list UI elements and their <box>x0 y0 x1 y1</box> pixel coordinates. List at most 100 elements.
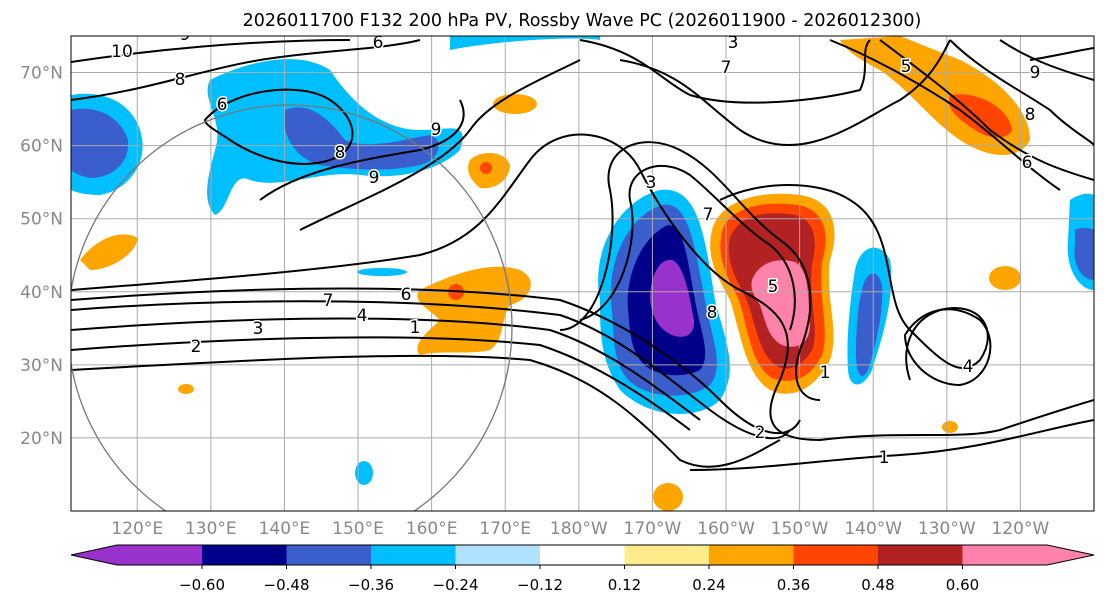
contour-label: 1 <box>879 448 890 468</box>
contour-label: 8 <box>335 143 346 163</box>
plot-area: 10 9 8 6 6 3 7 9 8 9 8 6 3 9 7 6 4 3 2 1 5 7 8 5 1 4 1 2 <box>71 25 1094 511</box>
colorbar-segment <box>709 545 794 565</box>
contour-label: 3 <box>646 173 657 193</box>
positive-anomaly-region <box>653 483 683 511</box>
negative-anomaly-region <box>450 36 600 50</box>
contour-label: 5 <box>768 277 779 297</box>
contour-label: 2 <box>755 423 766 443</box>
contour-label: 3 <box>253 319 264 339</box>
positive-anomaly-region <box>989 266 1021 290</box>
colorbar-outline <box>70 544 1095 566</box>
contour-label: 5 <box>901 57 912 77</box>
contour-line <box>71 133 1094 442</box>
contour-labels: 10 9 8 6 6 3 7 9 8 9 8 6 3 9 7 6 4 3 2 1 5 7 8 5 1 4 1 2 <box>110 25 1042 470</box>
contour-line <box>559 141 821 401</box>
contour-line <box>299 59 581 231</box>
positive-anomaly-region <box>480 162 492 174</box>
negative-anomaly-region <box>1074 227 1094 280</box>
contour-line <box>829 39 1061 191</box>
negative-anomaly-region <box>71 108 129 178</box>
contour-line <box>903 308 992 387</box>
colorbar-tick-label: −0.36 <box>348 576 394 594</box>
graticule <box>71 36 1094 511</box>
contours <box>71 39 1094 471</box>
positive-anomaly-region <box>942 421 958 433</box>
negative-anomaly-region <box>357 268 407 276</box>
positive-anomaly-region <box>949 94 1012 138</box>
contour-label: 3 <box>728 33 739 53</box>
lon-tick-label: 150°E <box>332 519 384 539</box>
lon-tick-label: 130°W <box>918 519 976 539</box>
contour-line <box>579 39 871 104</box>
contour-label: 4 <box>963 357 974 377</box>
contour-line <box>203 88 354 165</box>
colorbar-segment <box>793 545 879 565</box>
contour-label: 6 <box>217 95 228 115</box>
colorbar-extend-low <box>71 545 117 565</box>
positive-anomaly-region <box>751 260 810 347</box>
colorbar-segment <box>962 545 1048 565</box>
colorbar-segment <box>117 545 203 565</box>
contour-label: 9 <box>180 25 191 45</box>
lon-tick-label: 170°W <box>624 519 682 539</box>
positive-anomaly-region <box>178 384 194 394</box>
contour-label: 7 <box>323 291 334 311</box>
colorbar-tick-label: 0.12 <box>608 576 641 594</box>
colorbar: −0.60 −0.48 −0.36 −0.24 −0.12 0.12 0.24 0.36 0.4… <box>70 544 1095 594</box>
contour-label: 10 <box>111 42 133 62</box>
contour-label: 9 <box>369 168 380 188</box>
contour-label: 8 <box>707 303 718 323</box>
contour-line <box>259 99 465 201</box>
lon-tick-label: 140°W <box>844 519 902 539</box>
colorbar-tick-label: 0.48 <box>861 576 894 594</box>
colorbar-tick-label: −0.24 <box>433 576 479 594</box>
lat-tick-label: 70°N <box>20 64 63 84</box>
colorbar-segment <box>540 545 625 565</box>
latitude-ticks: 70°N 60°N 50°N 40°N 30°N 20°N <box>20 64 63 449</box>
contour-line <box>71 39 351 63</box>
contour-line <box>71 287 801 434</box>
lat-tick-label: 50°N <box>20 210 63 230</box>
contour-label: 9 <box>431 120 442 140</box>
contour-label: 6 <box>401 285 412 305</box>
contour-line <box>879 39 1094 181</box>
contour-line <box>71 336 691 431</box>
lon-tick-label: 180°W <box>550 519 608 539</box>
negative-anomaly-region <box>355 461 373 485</box>
contour-label: 7 <box>703 205 714 225</box>
contour-line <box>999 39 1094 81</box>
positive-anomaly-region <box>80 234 138 270</box>
lon-tick-label: 130°E <box>185 519 237 539</box>
contour-line <box>689 419 1094 471</box>
lat-tick-label: 60°N <box>20 137 63 157</box>
contour-label: 6 <box>373 33 384 53</box>
lon-tick-label: 160°E <box>406 519 458 539</box>
contour-label: 8 <box>1025 105 1036 125</box>
lat-tick-label: 40°N <box>20 283 63 303</box>
colorbar-extend-high <box>1047 545 1094 565</box>
contour-label: 1 <box>410 318 421 338</box>
contour-line <box>579 165 796 331</box>
contour-line <box>71 317 701 421</box>
positive-anomaly-region <box>417 266 531 355</box>
reference-circle <box>71 104 513 511</box>
colorbar-segment <box>455 545 541 565</box>
colorbar-tick-label: 0.36 <box>777 576 810 594</box>
lon-tick-label: 120°W <box>992 519 1050 539</box>
plot-frame <box>70 35 1095 512</box>
contour-label: 9 <box>1030 63 1041 83</box>
colorbar-tick-label: 0.24 <box>692 576 725 594</box>
contour-line <box>71 300 791 440</box>
contour-label: 4 <box>357 306 368 326</box>
contour-label: 2 <box>191 337 202 357</box>
colorbar-tick-label: 0.60 <box>946 576 979 594</box>
positive-anomaly-region <box>493 94 537 114</box>
lon-tick-label: 140°E <box>259 519 311 539</box>
lat-tick-label: 20°N <box>20 429 63 449</box>
contour-line <box>71 39 421 101</box>
colorbar-segment <box>878 545 963 565</box>
lon-tick-label: 170°E <box>479 519 531 539</box>
contour-line <box>71 354 781 468</box>
